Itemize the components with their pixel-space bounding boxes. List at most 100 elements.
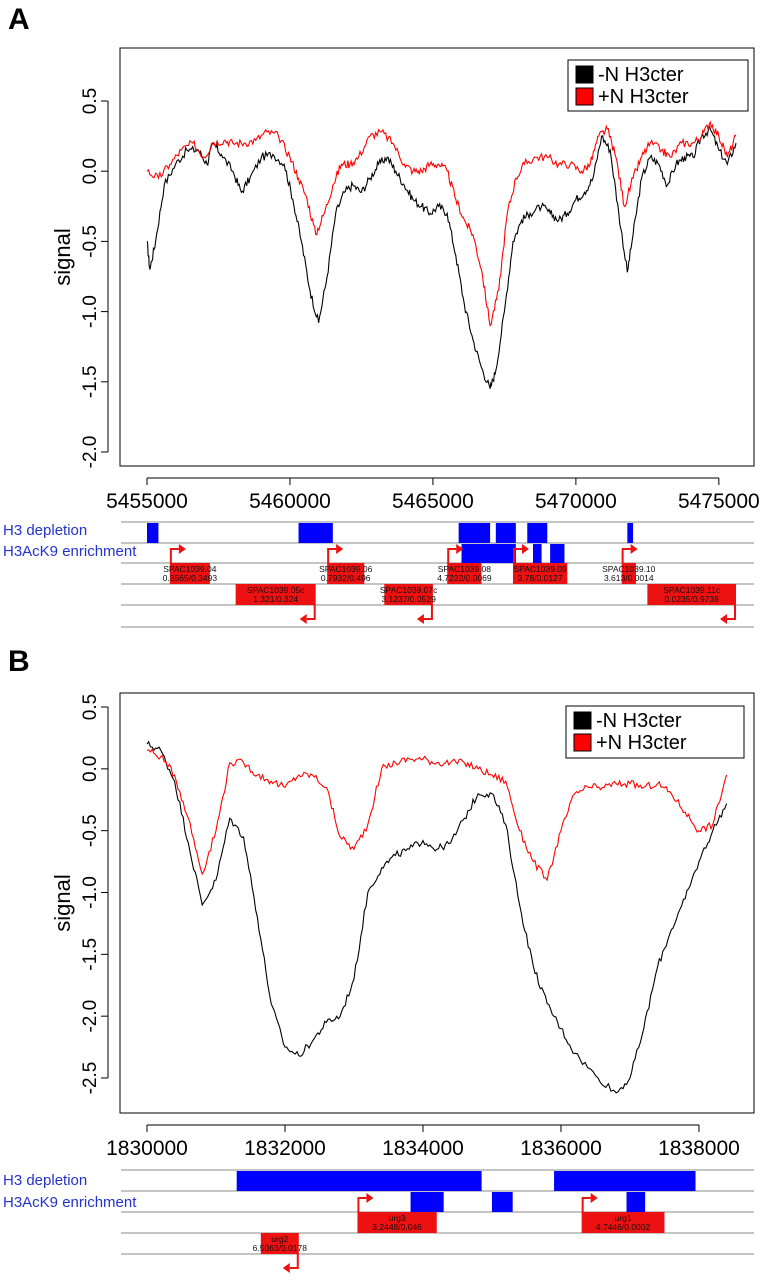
x-tick-label: 5470000 [535,490,617,513]
y-tick-label: -0.5 [80,225,101,258]
y-tick-label: -1.0 [80,295,101,328]
gene-name: SPAC1039.06 [319,564,373,574]
track-label-h3ack9-enrichment: H3AcK9 enrichment [3,1194,137,1211]
tss-arrowhead [456,544,464,554]
y-axis: -2.0 -1.5 -1.0 -0.5 0.0 0.5 signal [50,88,109,469]
x-tick-label: 1832000 [244,1137,326,1160]
depletion-block [298,523,333,543]
tss-arrow-reverse [306,604,316,620]
gene-stats: 0.3565/0.3493 [163,573,218,583]
gene-stats: 3.78/0.0127 [518,573,563,583]
tss-arrowhead [590,1193,598,1203]
x-tick-label: 5465000 [392,490,474,513]
tss-arrow-forward [447,548,457,564]
panel-a: A -2.0 -1.5 -1.0 -0.5 0.0 0.5 signal 5455000 5460… [3,3,760,628]
gene-stats: 4.7446/0.0002 [596,1222,651,1232]
y-tick-label: -0.5 [80,814,101,847]
panel-letter: A [8,3,30,36]
x-tick-label: 1830000 [106,1137,188,1160]
gene-name: SPAC1039.07c [380,585,438,595]
gene: SPAC1039.040.3565/0.3493 [163,544,218,584]
tss-arrowhead [720,614,727,624]
tss-arrowhead [282,1263,290,1273]
legend-swatch [573,711,592,730]
x-tick-label: 5475000 [678,490,760,513]
legend-swatch [575,87,594,106]
x-axis: 5455000 5460000 5465000 5470000 5475000 [106,477,760,513]
series-line-minus-n [146,123,737,389]
track-label-h3ack9-enrichment: H3AcK9 enrichment [3,543,137,560]
gene-block [357,1212,437,1233]
gene-stats: 0.7932/0.496 [321,573,371,583]
gene-block [512,563,568,584]
gene: SPAC1039.103.613/0.0014 [602,544,656,584]
legend-label: -N H3cter [598,64,684,86]
x-axis: 1830000 1832000 1834000 1836000 1838000 [106,1124,740,1160]
y-tick-label: -1.0 [80,876,101,909]
gene-stats: 3.613/0.0014 [604,573,654,583]
tss-arrowhead [416,614,424,624]
gene-block [260,1233,299,1254]
tss-arrow-forward [581,1197,591,1213]
gene: SPAC1039.084.7232/0.0069 [437,544,492,584]
depletion-block [458,523,491,543]
x-tick-label: 1836000 [520,1137,602,1160]
tss-arrow-forward [169,548,179,564]
gene-name: urg2 [271,1234,288,1244]
plot-frame [119,692,755,1114]
depletion-block [527,523,548,543]
gene-block [235,584,316,605]
depletion-block [147,523,159,543]
annotation-tracks: H3 depletion H3AcK9 enrichment urg33.2448/… [3,1169,754,1273]
y-tick-label: -2.0 [80,436,101,469]
tss-arrow-forward [621,548,631,564]
legend-swatch [575,65,594,84]
y-tick-label: 0.0 [80,756,101,782]
tss-arrowhead [630,544,638,554]
legend: -N H3cter+N H3cter [567,59,749,112]
tss-arrowhead [178,544,186,554]
tss-arrowhead [336,544,344,554]
gene: SPAC1039.093.78/0.0127 [512,544,568,584]
y-tick-label: 0.0 [80,158,101,184]
depletion-block [554,1171,696,1191]
series-line-minus-n [146,740,728,1094]
legend-swatch [573,733,592,752]
y-axis: -2.5 -2.0 -1.5 -1.0 -0.5 0.0 0.5 signal [50,694,109,1095]
gene-block [327,563,365,584]
x-tick-label: 5455000 [106,490,188,513]
gene-name: SPAC1039.11c [663,585,721,595]
gene-stats: 1.321/0.324 [253,594,298,604]
gene-block [581,1212,665,1233]
legend-label: +N H3cter [598,86,689,108]
legend: -N H3cter+N H3cter [565,705,745,759]
gene-stats: 3.1237/0.0529 [381,594,436,604]
gene-name: SPAC1039.08 [438,564,492,574]
legend-box [567,59,749,112]
x-tick-label: 1834000 [382,1137,464,1160]
enrichment-block [550,544,565,563]
tss-arrow-reverse [727,604,736,620]
tss-arrow-forward [357,1197,367,1213]
tss-arrow-reverse [289,1253,299,1269]
x-tick-label: 5460000 [249,490,331,513]
gene-block [384,584,433,605]
tss-arrowhead [521,544,529,554]
plot-frame [119,47,755,467]
legend-label: -N H3cter [596,710,682,732]
y-tick-label: -2.5 [80,1062,101,1095]
gene-block [447,563,482,584]
enrichment-block [491,1192,513,1212]
tss-arrowhead [366,1193,374,1203]
y-tick-label: -1.5 [80,938,101,971]
series-line-plus-n [146,120,737,327]
enrichment-block [626,1192,646,1212]
track-label-h3-depletion: H3 depletion [3,1172,87,1189]
y-axis-label: signal [50,874,75,931]
gene-name: SPAC1039.04 [163,564,217,574]
